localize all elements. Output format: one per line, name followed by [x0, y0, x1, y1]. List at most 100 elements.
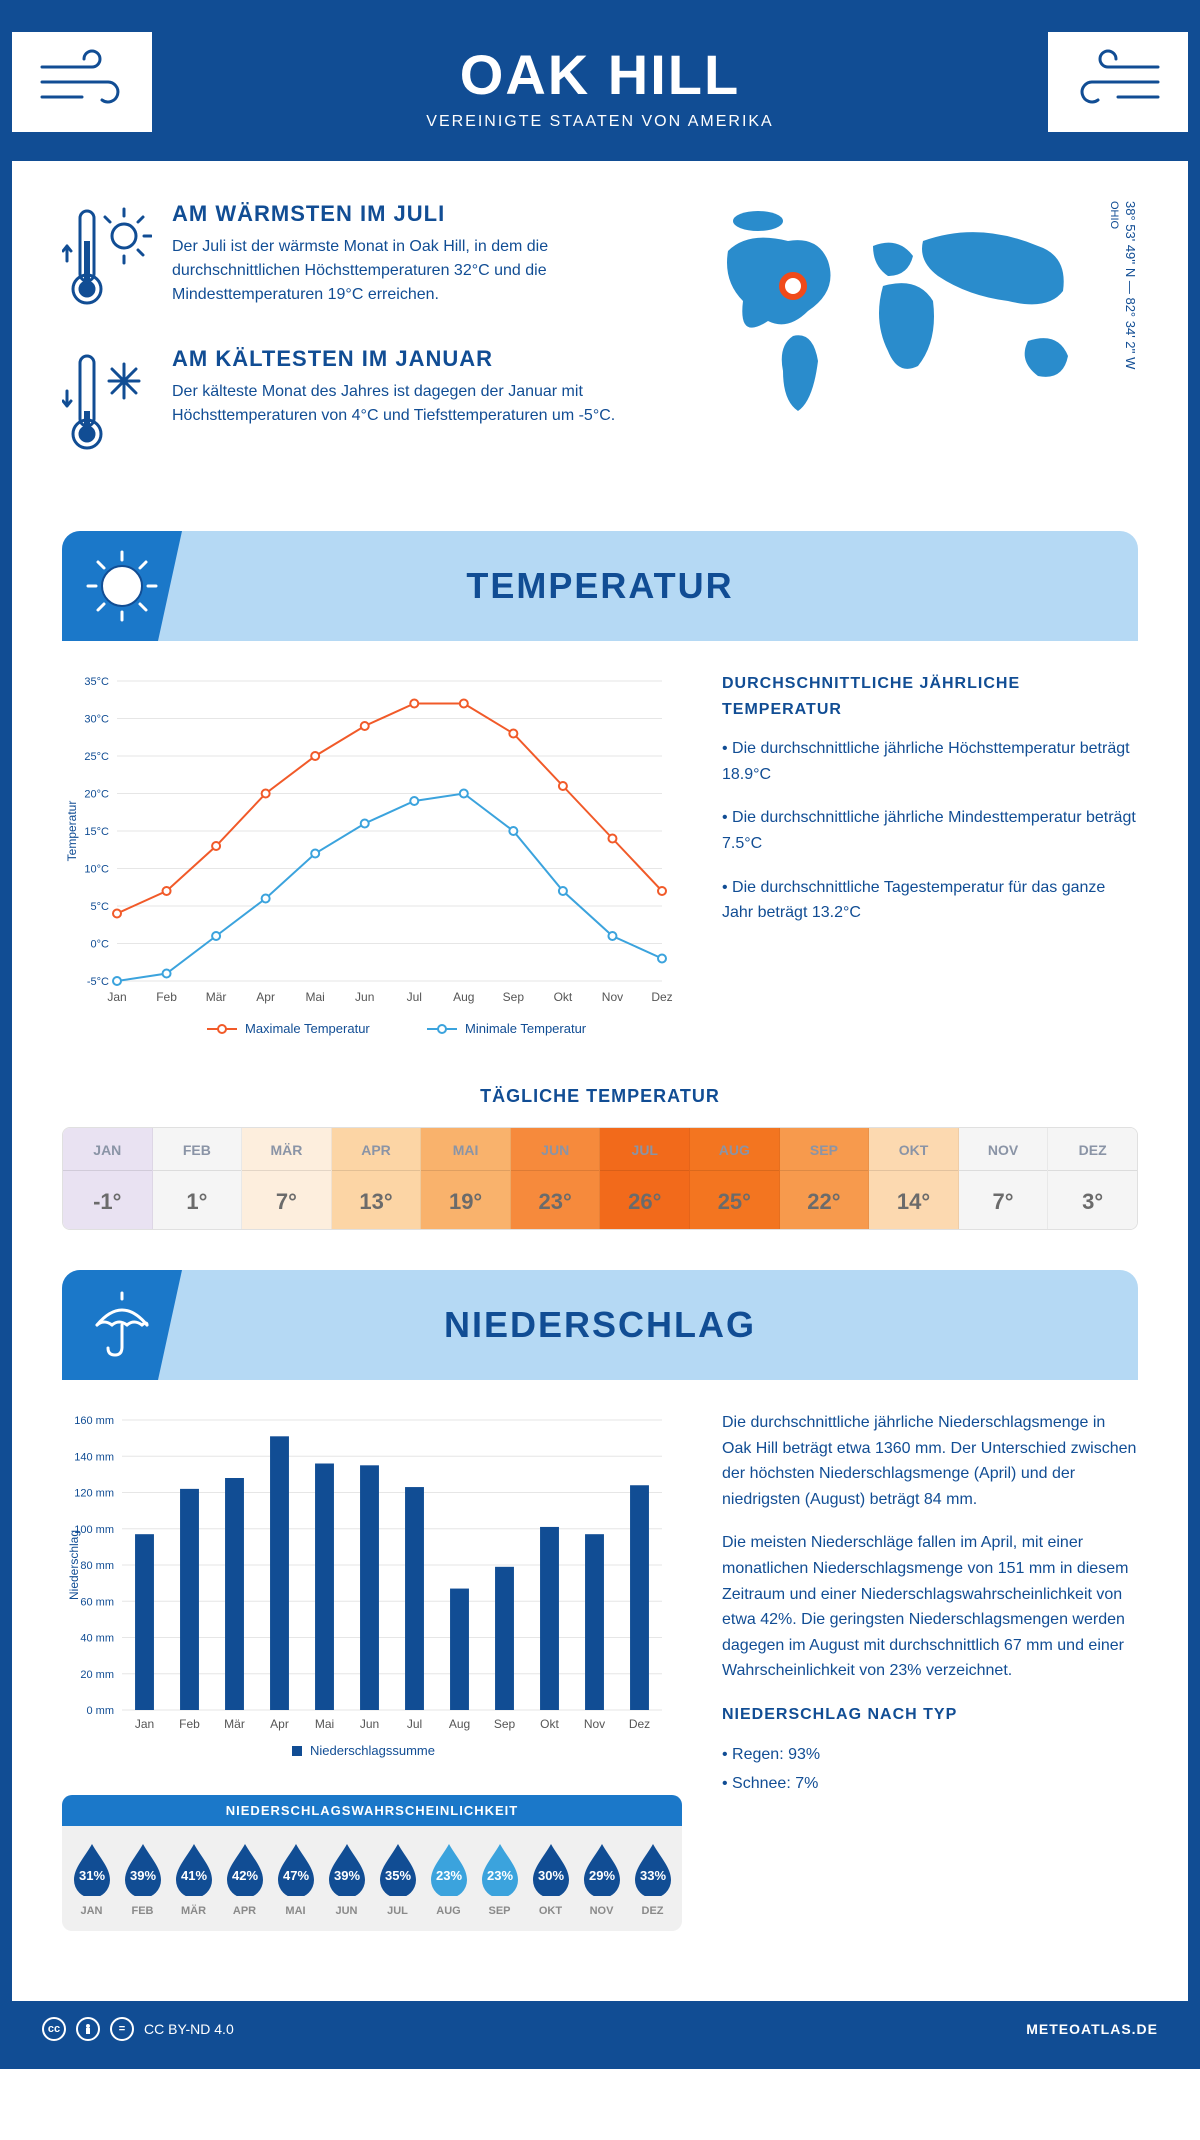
svg-text:140 mm: 140 mm — [74, 1451, 114, 1463]
svg-text:40 mm: 40 mm — [80, 1633, 114, 1645]
page-title: OAK HILL — [32, 42, 1168, 107]
svg-text:Sep: Sep — [494, 1717, 516, 1731]
svg-text:160 mm: 160 mm — [74, 1415, 114, 1427]
fact-warm-text: Der Juli ist der wärmste Monat in Oak Hi… — [172, 235, 658, 307]
svg-text:20°C: 20°C — [84, 789, 109, 801]
probability-drop: 41% MÄR — [168, 1840, 219, 1917]
temp-table-cell: FEB1° — [153, 1128, 243, 1229]
temp-info: DURCHSCHNITTLICHE JÄHRLICHE TEMPERATUR •… — [722, 671, 1138, 1056]
temp-table-cell: MÄR7° — [242, 1128, 332, 1229]
svg-text:Dez: Dez — [651, 990, 672, 1004]
svg-text:5°C: 5°C — [91, 901, 110, 913]
svg-text:Aug: Aug — [449, 1717, 470, 1731]
precip-type-title: NIEDERSCHLAG NACH TYP — [722, 1702, 1138, 1728]
svg-text:25°C: 25°C — [84, 751, 109, 763]
temp-table-cell: AUG25° — [690, 1128, 780, 1229]
temp-table-cell: MAI19° — [421, 1128, 511, 1229]
svg-text:41%: 41% — [180, 1868, 206, 1883]
header: OAK HILL VEREINIGTE STAATEN VON AMERIKA — [12, 12, 1188, 161]
svg-text:Jan: Jan — [135, 1717, 154, 1731]
svg-text:35%: 35% — [384, 1868, 410, 1883]
wind-icon — [1068, 47, 1168, 117]
probability-drop: 42% APR — [219, 1840, 270, 1917]
svg-text:Maximale Temperatur: Maximale Temperatur — [245, 1021, 370, 1036]
svg-text:Nov: Nov — [602, 990, 623, 1004]
temp-info-b1: • Die durchschnittliche jährliche Höchst… — [722, 736, 1138, 787]
svg-text:Mai: Mai — [306, 990, 325, 1004]
svg-text:Apr: Apr — [256, 990, 275, 1004]
page-subtitle: VEREINIGTE STAATEN VON AMERIKA — [32, 113, 1168, 131]
probability-drop: 39% JUN — [321, 1840, 372, 1917]
probability-drop: 23% AUG — [423, 1840, 474, 1917]
temp-body: -5°C0°C5°C10°C15°C20°C25°C30°C35°CJanFeb… — [62, 671, 1138, 1056]
svg-text:Jul: Jul — [407, 1717, 422, 1731]
probability-drop: 23% SEP — [474, 1840, 525, 1917]
svg-text:Mai: Mai — [315, 1717, 334, 1731]
temp-heading: TEMPERATUR — [466, 565, 733, 607]
svg-text:Jun: Jun — [355, 990, 374, 1004]
svg-text:Okt: Okt — [554, 990, 573, 1004]
temp-info-b3: • Die durchschnittliche Tagestemperatur … — [722, 875, 1138, 926]
prob-title: NIEDERSCHLAGSWAHRSCHEINLICHKEIT — [62, 1795, 682, 1826]
temp-table-cell: APR13° — [332, 1128, 422, 1229]
svg-text:Mär: Mär — [224, 1717, 245, 1731]
temp-table-cell: NOV7° — [959, 1128, 1049, 1229]
thermometer-hot-icon — [62, 201, 152, 316]
svg-text:20 mm: 20 mm — [80, 1669, 114, 1681]
temp-info-title: DURCHSCHNITTLICHE JÄHRLICHE TEMPERATUR — [722, 671, 1138, 722]
temp-section-header: TEMPERATUR — [62, 531, 1138, 641]
fact-cold-title: AM KÄLTESTEN IM JANUAR — [172, 346, 658, 372]
fact-cold-text: Der kälteste Monat des Jahres ist dagege… — [172, 380, 658, 428]
svg-text:23%: 23% — [435, 1868, 461, 1883]
svg-text:0 mm: 0 mm — [87, 1705, 115, 1717]
temp-table-cell: SEP22° — [780, 1128, 870, 1229]
svg-text:23%: 23% — [486, 1868, 512, 1883]
svg-text:39%: 39% — [333, 1868, 359, 1883]
temp-table-cell: OKT14° — [869, 1128, 959, 1229]
svg-text:Nov: Nov — [584, 1717, 605, 1731]
precipitation-bar-chart: 0 mm20 mm40 mm60 mm80 mm100 mm120 mm140 … — [62, 1410, 682, 1770]
svg-text:Niederschlagssumme: Niederschlagssumme — [310, 1743, 435, 1758]
svg-text:60 mm: 60 mm — [80, 1596, 114, 1608]
temp-table-cell: DEZ3° — [1048, 1128, 1137, 1229]
map-svg — [698, 201, 1098, 441]
precip-p1: Die durchschnittliche jährliche Niedersc… — [722, 1410, 1138, 1512]
svg-text:10°C: 10°C — [84, 864, 109, 876]
svg-text:-5°C: -5°C — [87, 976, 109, 988]
wind-icon-left — [12, 32, 152, 132]
fact-coldest: AM KÄLTESTEN IM JANUAR Der kälteste Mona… — [62, 346, 658, 461]
probability-drops: 31% JAN 39% FEB 41% MÄR 42% APR 47% MAI … — [62, 1826, 682, 1921]
temp-table-cell: JUL26° — [600, 1128, 690, 1229]
climate-facts: AM WÄRMSTEN IM JULI Der Juli ist der wär… — [62, 201, 658, 491]
precip-p2: Die meisten Niederschläge fallen im Apri… — [722, 1530, 1138, 1684]
content: AM WÄRMSTEN IM JULI Der Juli ist der wär… — [12, 161, 1188, 2001]
wind-icon-right — [1048, 32, 1188, 132]
svg-text:31%: 31% — [78, 1868, 104, 1883]
site-name: METEOATLAS.DE — [1026, 2021, 1158, 2037]
svg-text:47%: 47% — [282, 1868, 308, 1883]
svg-text:Niederschlag: Niederschlag — [67, 1530, 81, 1600]
temp-table-cell: JUN23° — [511, 1128, 601, 1229]
umbrella-icon — [62, 1270, 182, 1380]
svg-text:Temperatur: Temperatur — [65, 801, 79, 862]
svg-text:29%: 29% — [588, 1868, 614, 1883]
precip-type-snow: • Schnee: 7% — [722, 1771, 1138, 1797]
sun-icon — [62, 531, 182, 641]
precip-section-header: NIEDERSCHLAG — [62, 1270, 1138, 1380]
svg-text:80 mm: 80 mm — [80, 1560, 114, 1572]
svg-text:33%: 33% — [639, 1868, 665, 1883]
svg-text:Aug: Aug — [453, 990, 474, 1004]
temp-table-cell: JAN-1° — [63, 1128, 153, 1229]
wind-icon — [32, 47, 132, 117]
thermometer-cold-icon — [62, 346, 152, 461]
svg-text:30°C: 30°C — [84, 714, 109, 726]
svg-text:Dez: Dez — [629, 1717, 650, 1731]
cc-icon: cc — [42, 2017, 66, 2041]
probability-drop: 29% NOV — [576, 1840, 627, 1917]
temp-info-b2: • Die durchschnittliche jährliche Mindes… — [722, 805, 1138, 856]
probability-drop: 31% JAN — [66, 1840, 117, 1917]
state-label: OHIO — [1108, 201, 1120, 229]
precip-info: Die durchschnittliche jährliche Niedersc… — [722, 1410, 1138, 1931]
fact-warmest: AM WÄRMSTEN IM JULI Der Juli ist der wär… — [62, 201, 658, 316]
precip-type-rain: • Regen: 93% — [722, 1742, 1138, 1768]
